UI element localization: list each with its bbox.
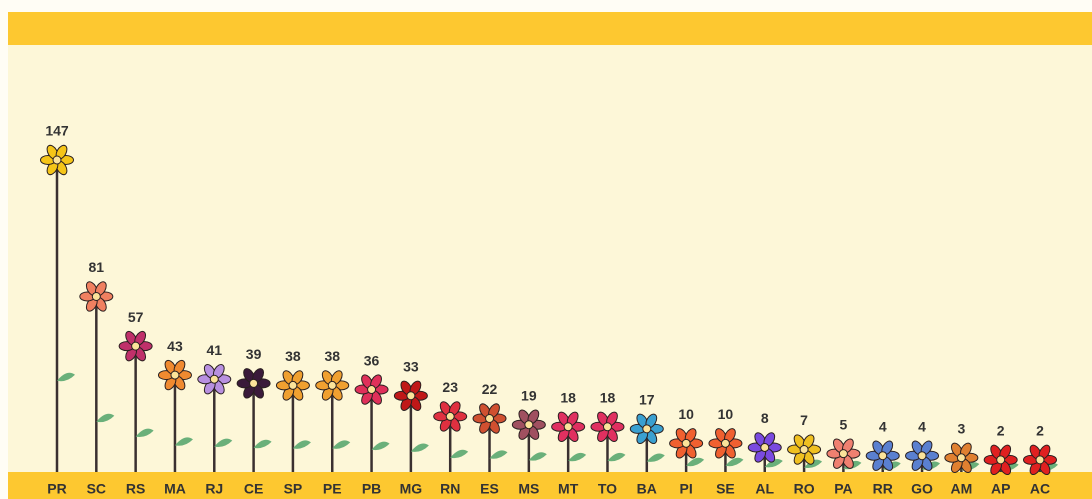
x-tick-label: MA bbox=[164, 481, 186, 497]
x-tick-label: RS bbox=[126, 481, 145, 497]
value-label: 38 bbox=[285, 348, 301, 364]
flower-center bbox=[328, 381, 336, 389]
x-tick-label: SP bbox=[284, 481, 303, 497]
flower-center bbox=[800, 446, 808, 454]
flower-center bbox=[407, 392, 415, 400]
flower-center bbox=[132, 342, 140, 350]
value-label: 22 bbox=[482, 381, 498, 397]
flower-center bbox=[643, 425, 651, 433]
value-label: 147 bbox=[45, 123, 69, 139]
flower-center bbox=[446, 412, 454, 420]
value-label: 36 bbox=[364, 352, 380, 368]
flower-center bbox=[997, 456, 1005, 464]
flower-center bbox=[603, 423, 611, 431]
flower-center bbox=[564, 423, 572, 431]
chart: 147PR81SC57RS43MA41RJ39CE38SP38PE36PB33M… bbox=[0, 0, 1092, 499]
flower-center bbox=[957, 454, 965, 462]
x-tick-label: MS bbox=[518, 481, 539, 497]
flower-center bbox=[368, 386, 376, 394]
value-label: 4 bbox=[879, 418, 887, 434]
flower-center bbox=[250, 379, 258, 387]
x-tick-label: RN bbox=[440, 481, 460, 497]
flower-center bbox=[486, 415, 494, 423]
value-label: 17 bbox=[639, 392, 655, 408]
x-tick-label: RJ bbox=[205, 481, 223, 497]
x-tick-label: MG bbox=[400, 481, 423, 497]
x-tick-label: GO bbox=[911, 481, 933, 497]
flower-center bbox=[682, 439, 690, 447]
x-tick-label: AL bbox=[755, 481, 774, 497]
top-band bbox=[8, 12, 1092, 45]
value-label: 5 bbox=[840, 416, 848, 432]
x-tick-label: PI bbox=[680, 481, 693, 497]
flower-center bbox=[53, 156, 61, 164]
value-label: 39 bbox=[246, 346, 262, 362]
x-tick-label: AM bbox=[950, 481, 972, 497]
value-label: 41 bbox=[206, 342, 222, 358]
flower-center bbox=[525, 421, 533, 429]
x-tick-label: PE bbox=[323, 481, 342, 497]
x-tick-label: RR bbox=[873, 481, 893, 497]
value-label: 81 bbox=[89, 259, 105, 275]
value-label: 3 bbox=[957, 420, 965, 436]
flower-center bbox=[839, 450, 847, 458]
value-label: 7 bbox=[800, 412, 808, 428]
value-label: 2 bbox=[1036, 423, 1044, 439]
flower-center bbox=[721, 439, 729, 447]
value-label: 10 bbox=[718, 406, 734, 422]
value-label: 2 bbox=[997, 423, 1005, 439]
x-tick-label: RO bbox=[794, 481, 815, 497]
value-label: 4 bbox=[918, 418, 926, 434]
x-tick-label: TO bbox=[598, 481, 617, 497]
chart-background bbox=[8, 12, 1092, 472]
x-tick-label: CE bbox=[244, 481, 263, 497]
x-tick-label: AP bbox=[991, 481, 1010, 497]
value-label: 43 bbox=[167, 338, 183, 354]
flower-center bbox=[92, 292, 100, 300]
flower-center bbox=[171, 371, 179, 379]
x-tick-label: PR bbox=[47, 481, 66, 497]
x-tick-label: PA bbox=[834, 481, 852, 497]
x-tick-label: ES bbox=[480, 481, 499, 497]
flower-center bbox=[1036, 456, 1044, 464]
value-label: 57 bbox=[128, 309, 144, 325]
x-tick-label: MT bbox=[558, 481, 579, 497]
x-tick-label: AC bbox=[1030, 481, 1050, 497]
value-label: 19 bbox=[521, 387, 537, 403]
x-tick-label: SC bbox=[87, 481, 106, 497]
value-label: 33 bbox=[403, 358, 419, 374]
flower-center bbox=[918, 452, 926, 460]
flower-center bbox=[761, 443, 769, 451]
x-tick-label: SE bbox=[716, 481, 735, 497]
value-label: 38 bbox=[324, 348, 340, 364]
flower-center bbox=[210, 375, 218, 383]
value-label: 18 bbox=[600, 389, 616, 405]
x-tick-label: BA bbox=[637, 481, 657, 497]
value-label: 23 bbox=[442, 379, 458, 395]
flower-center bbox=[289, 381, 297, 389]
value-label: 18 bbox=[560, 389, 576, 405]
value-label: 10 bbox=[678, 406, 694, 422]
value-label: 8 bbox=[761, 410, 769, 426]
flower-center bbox=[879, 452, 887, 460]
x-tick-label: PB bbox=[362, 481, 381, 497]
